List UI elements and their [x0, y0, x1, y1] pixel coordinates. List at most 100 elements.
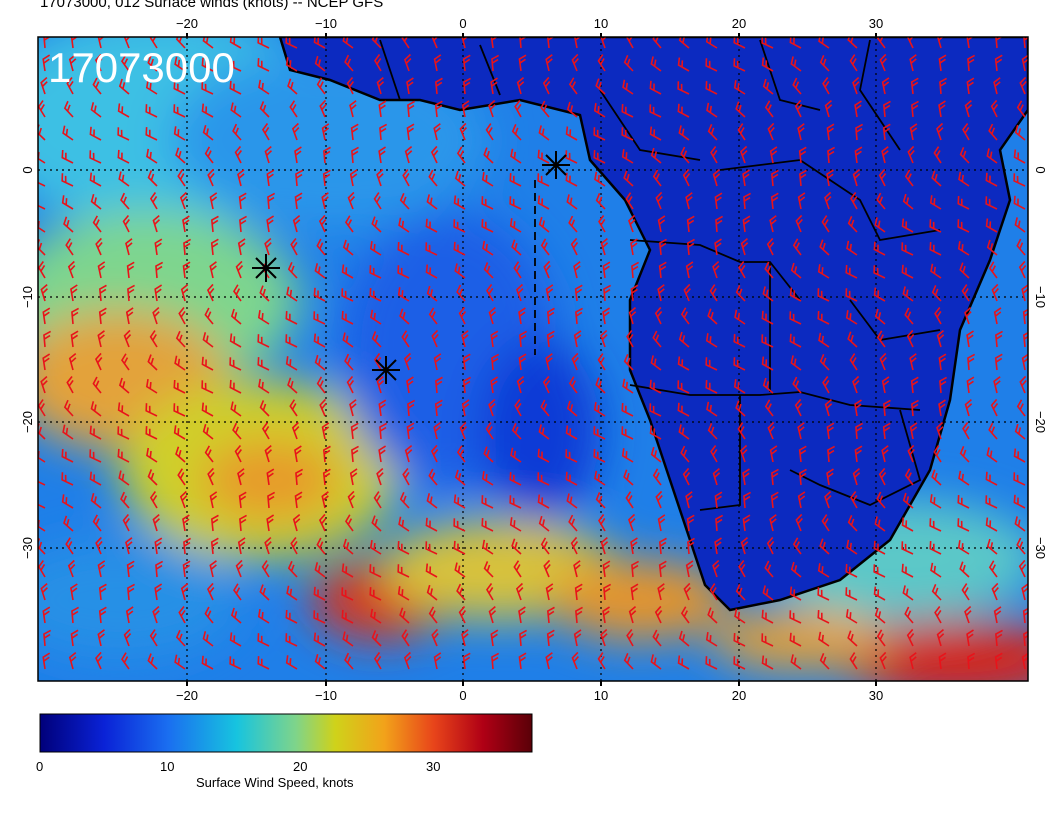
- wind-barb: [229, 80, 242, 95]
- wind-barb: [824, 399, 833, 417]
- wind-barb: [850, 192, 858, 210]
- wind-barb: [685, 192, 693, 210]
- wind-barb: [147, 653, 158, 670]
- wind-barb: [799, 468, 807, 486]
- wind-barb: [289, 399, 298, 417]
- wind-barb: [904, 307, 914, 325]
- wind-barb: [459, 421, 468, 440]
- wind-barb: [881, 445, 889, 463]
- wind-barb: [936, 37, 945, 49]
- wind-barb: [1016, 537, 1026, 555]
- wind-barb: [397, 287, 410, 302]
- lat-label: −20: [1033, 411, 1048, 433]
- wind-barb: [350, 422, 359, 440]
- wind-barb: [425, 541, 438, 555]
- wind-barb: [210, 537, 219, 555]
- wind-barb: [154, 238, 163, 256]
- wind-barb: [733, 379, 746, 394]
- wind-barb: [931, 170, 942, 187]
- wind-barb: [735, 285, 746, 302]
- wind-barb: [294, 192, 303, 210]
- wind-barb: [929, 494, 942, 509]
- wind-barb: [882, 123, 891, 141]
- wind-barb: [685, 261, 694, 279]
- wind-barb: [593, 426, 606, 440]
- wind-barb: [122, 513, 130, 532]
- wind-barb: [628, 214, 636, 233]
- wind-barb: [649, 126, 662, 141]
- wind-barb: [845, 310, 858, 325]
- wind-barb: [769, 146, 778, 164]
- wind-barb: [183, 537, 192, 555]
- wind-barb: [602, 606, 610, 624]
- wind-barb: [229, 333, 242, 348]
- wind-barb: [652, 169, 662, 187]
- wind-barb: [677, 81, 690, 95]
- wind-barb: [1014, 124, 1026, 141]
- wind-barb: [38, 560, 46, 578]
- wind-barb: [938, 353, 947, 371]
- country-borders: [379, 39, 941, 511]
- wind-barb: [379, 422, 388, 440]
- wind-barb: [626, 330, 634, 348]
- wind-barb: [565, 471, 578, 486]
- wind-barb: [762, 377, 774, 394]
- wind-barb: [94, 53, 103, 72]
- wind-barb: [714, 537, 722, 555]
- wind-barb: [686, 514, 695, 532]
- wind-barb: [230, 102, 242, 118]
- wind-barb: [488, 307, 497, 325]
- wind-barb: [433, 652, 442, 670]
- wind-barb: [454, 263, 466, 279]
- wind-barb: [993, 77, 1001, 95]
- wind-barb: [92, 77, 102, 95]
- wind-barb: [649, 80, 662, 95]
- wind-barb: [598, 215, 606, 233]
- wind-barb: [878, 168, 887, 187]
- wind-barb: [706, 401, 718, 417]
- wind-barb: [488, 605, 497, 624]
- wind-barb: [488, 99, 496, 118]
- wind-barb: [631, 560, 640, 578]
- wind-barb: [462, 54, 471, 72]
- wind-barb: [287, 377, 298, 394]
- wind-barb: [792, 77, 802, 95]
- wind-barb: [287, 261, 298, 279]
- wind-barb: [426, 584, 438, 601]
- wind-barb: [1013, 149, 1026, 164]
- wind-barb: [342, 631, 354, 647]
- wind-barb: [376, 375, 385, 394]
- wind-barb: [738, 560, 746, 578]
- wind-barb: [454, 469, 466, 486]
- wind-barb: [766, 536, 775, 555]
- wind-barb: [351, 445, 359, 463]
- wind-barb: [818, 332, 830, 348]
- wind-barb: [817, 610, 830, 624]
- wind-barb: [431, 37, 439, 49]
- wind-barb: [145, 403, 158, 417]
- wind-barb: [649, 379, 662, 394]
- wind-barb: [707, 308, 718, 325]
- wind-barb: [98, 307, 107, 325]
- wind-barb: [434, 399, 443, 417]
- wind-barb: [854, 100, 862, 118]
- wind-barb: [595, 492, 606, 509]
- wind-barb: [287, 78, 298, 95]
- lat-label: −10: [1033, 286, 1048, 308]
- wind-barb: [658, 537, 667, 555]
- wind-barb: [285, 609, 298, 624]
- wind-barb: [61, 472, 74, 486]
- wind-barb: [70, 284, 78, 302]
- wind-barb: [461, 629, 469, 647]
- wind-barb: [876, 330, 886, 348]
- wind-barb: [789, 586, 802, 601]
- wind-barb: [682, 467, 691, 486]
- wind-barb: [290, 237, 298, 256]
- wind-barb: [347, 191, 356, 210]
- wind-barb: [957, 241, 970, 256]
- wind-barb: [621, 402, 634, 417]
- wind-barb: [901, 218, 914, 233]
- wind-barb: [817, 587, 830, 601]
- wind-barb: [430, 145, 439, 164]
- wind-barb: [600, 37, 608, 49]
